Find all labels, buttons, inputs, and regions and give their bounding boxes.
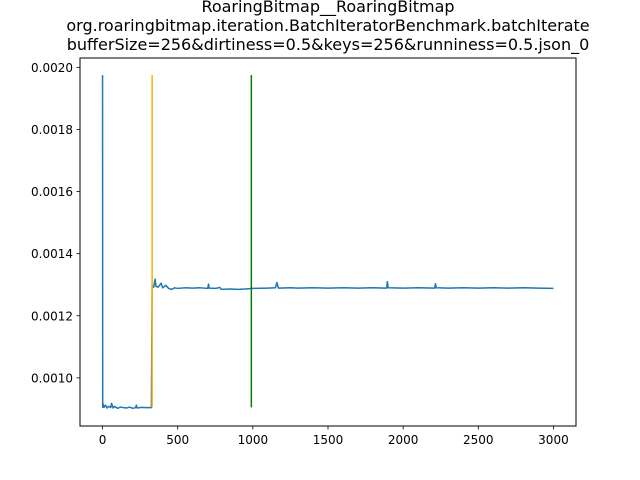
y-tick-label: 0.0010 <box>31 371 73 385</box>
chart-title-line: bufferSize=256&dirtiness=0.5&keys=256&ru… <box>67 35 590 55</box>
x-tick-label: 0 <box>99 433 107 447</box>
chart-title-line: org.roaringbitmap.iteration.BatchIterato… <box>66 16 589 35</box>
x-tick-label: 2500 <box>463 433 494 447</box>
y-tick-label: 0.0016 <box>31 185 73 199</box>
plot-area <box>101 75 554 410</box>
chart-title-line: RoaringBitmap__RoaringBitmap <box>201 0 454 17</box>
y-tick-label: 0.0018 <box>31 123 73 137</box>
series-line-0 <box>101 75 554 410</box>
y-tick-label: 0.0020 <box>31 61 73 75</box>
y-tick-label: 0.0014 <box>31 247 73 261</box>
y-axis: 0.0010 0.0012 0.0014 0.0016 0.0018 0.0020 <box>31 61 80 385</box>
x-tick-label: 500 <box>166 433 189 447</box>
plot-frame <box>79 57 577 427</box>
chart-title: RoaringBitmap__RoaringBitmaporg.roaringb… <box>66 0 589 55</box>
x-tick-label: 3000 <box>538 433 569 447</box>
x-tick-label: 1500 <box>313 433 344 447</box>
x-axis: 0 500 1000 1500 2000 2500 3000 <box>99 426 569 447</box>
x-tick-label: 1000 <box>238 433 269 447</box>
x-tick-label: 2000 <box>388 433 419 447</box>
y-tick-label: 0.0012 <box>31 309 73 323</box>
